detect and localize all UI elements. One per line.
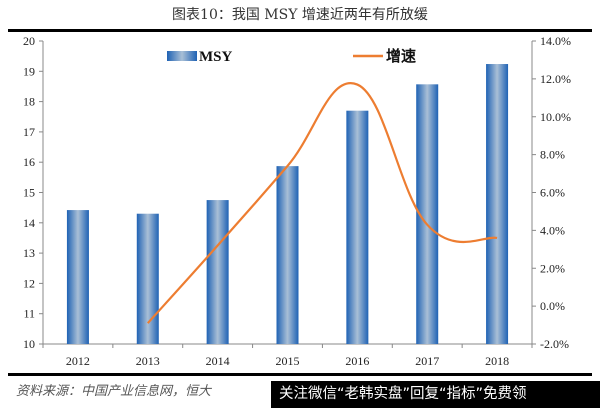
left-tick-label: 10 <box>23 337 35 351</box>
right-tick-label: 6.0% <box>540 186 565 200</box>
x-tick-label: 2018 <box>485 354 509 368</box>
legend-label-growth: 增速 <box>386 47 416 65</box>
left-tick-label: 17 <box>23 125 35 139</box>
growth-line <box>146 81 498 324</box>
bottom-rule <box>8 373 592 376</box>
left-tick-label: 20 <box>23 34 35 48</box>
source-note: 资料来源：中国产业信息网，恒大 <box>16 384 212 399</box>
left-tick-label: 11 <box>23 307 35 321</box>
watermark-banner: 关注微信“老韩实盘”回复“指标”免费领 <box>271 381 600 408</box>
right-tick-label: 4.0% <box>540 223 565 237</box>
bar-msy-2018 <box>486 64 509 344</box>
left-tick-label: 15 <box>23 186 35 200</box>
chart-title: 图表10：我国 MSY 增速近两年有所放缓 <box>172 7 428 23</box>
right-tick-label: 10.0% <box>540 110 571 124</box>
right-tick-label: 2.0% <box>540 261 565 275</box>
right-tick-label: 14.0% <box>540 34 571 48</box>
bar-msy-2012 <box>66 210 89 344</box>
left-tick-label: 12 <box>23 276 35 290</box>
legend-label-msy: MSY <box>199 49 233 65</box>
right-tick-label: 8.0% <box>540 148 565 162</box>
x-tick-label: 2015 <box>276 354 300 368</box>
x-tick-label: 2012 <box>66 354 90 368</box>
bar-msy-2013 <box>136 213 159 344</box>
right-tick-label: 12.0% <box>540 72 571 86</box>
x-tick-label: 2013 <box>136 354 160 368</box>
bar-msy-2016 <box>346 110 369 344</box>
bar-msy-2017 <box>416 84 439 344</box>
legend: MSY 增速 <box>167 47 416 65</box>
legend-swatch-msy <box>167 51 197 61</box>
right-tick-label: -2.0% <box>540 337 569 351</box>
x-tick-label: 2017 <box>415 354 439 368</box>
right-tick-label: 0.0% <box>540 299 565 313</box>
left-tick-label: 19 <box>23 64 35 78</box>
left-tick-label: 16 <box>23 155 35 169</box>
left-tick-label: 18 <box>23 95 35 109</box>
left-tick-label: 14 <box>23 216 35 230</box>
top-rule <box>8 29 592 32</box>
bar-msy-2014 <box>206 200 229 344</box>
x-tick-label: 2016 <box>345 354 369 368</box>
bar-msy-2015 <box>276 166 299 344</box>
x-tick-label: 2014 <box>206 354 230 368</box>
left-tick-label: 13 <box>23 246 35 260</box>
